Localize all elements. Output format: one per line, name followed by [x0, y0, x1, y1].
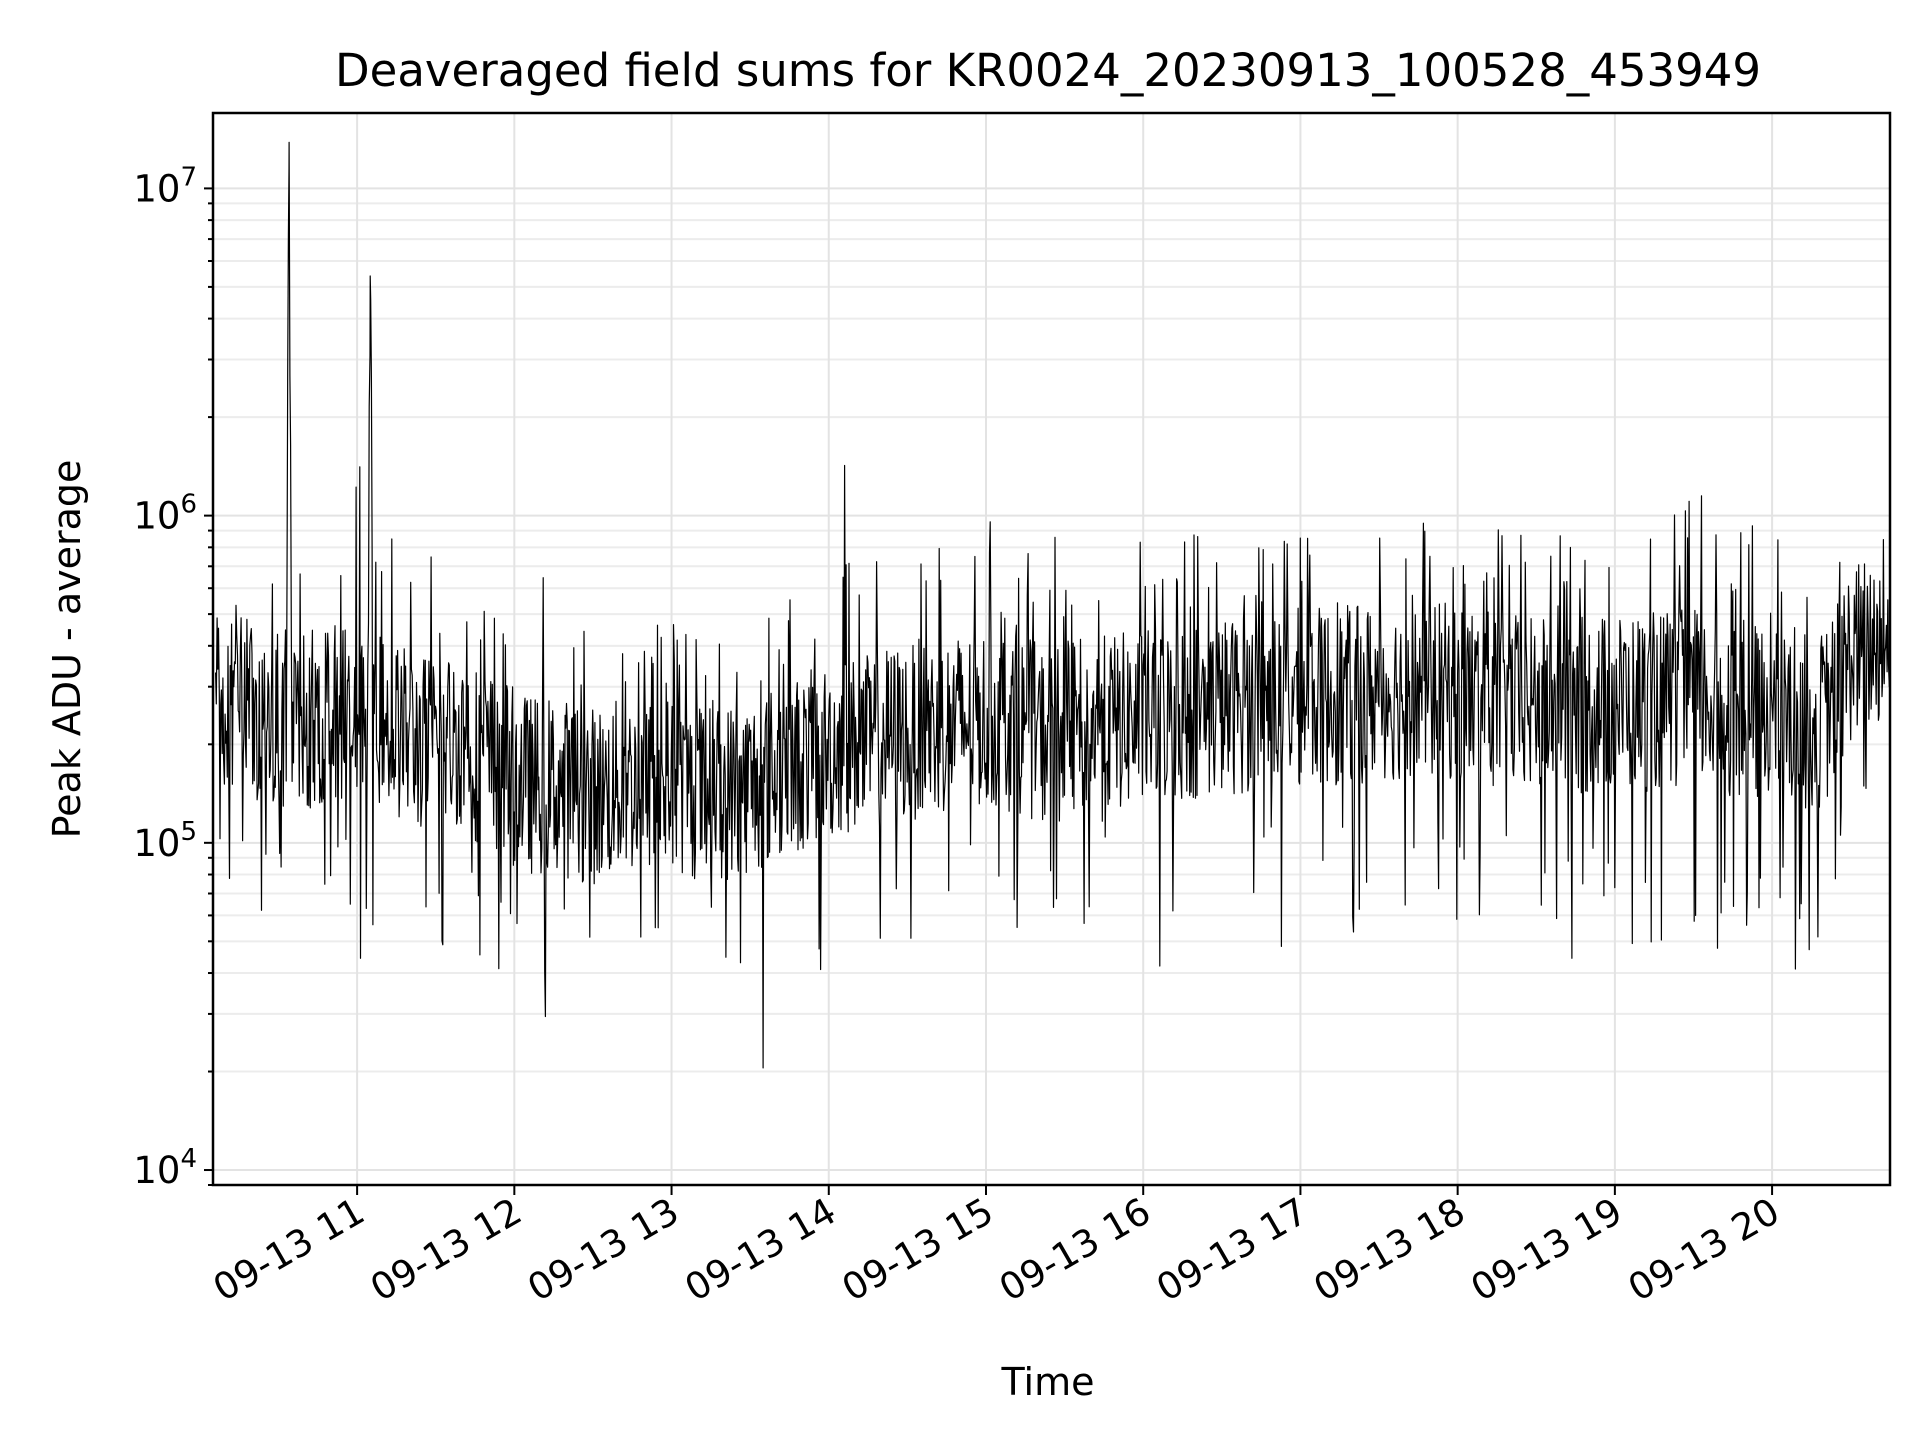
y-tick-base: 10 [133, 1149, 180, 1192]
y-tick-base: 10 [133, 822, 180, 865]
series-layer [215, 141, 1891, 1069]
y-axis-label: Peak ADU - average [45, 460, 89, 839]
y-tick-exponent: 4 [180, 1144, 197, 1174]
x-axis-label: Time [1001, 1360, 1095, 1404]
y-tick-exponent: 5 [180, 817, 197, 847]
y-tick-exponent: 7 [180, 162, 197, 192]
y-tick-label: 104 [133, 1144, 197, 1192]
y-tick-label: 107 [133, 162, 197, 210]
y-tick-base: 10 [133, 167, 180, 210]
y-tick-label: 105 [133, 817, 197, 865]
y-tick-base: 10 [133, 495, 180, 538]
chart-title: Deaveraged field sums for KR0024_2023091… [335, 44, 1761, 97]
y-tick-exponent: 6 [180, 490, 197, 520]
plot-frame [211, 111, 1892, 1187]
y-tick-label: 106 [133, 490, 197, 538]
series-line [215, 141, 1891, 1069]
